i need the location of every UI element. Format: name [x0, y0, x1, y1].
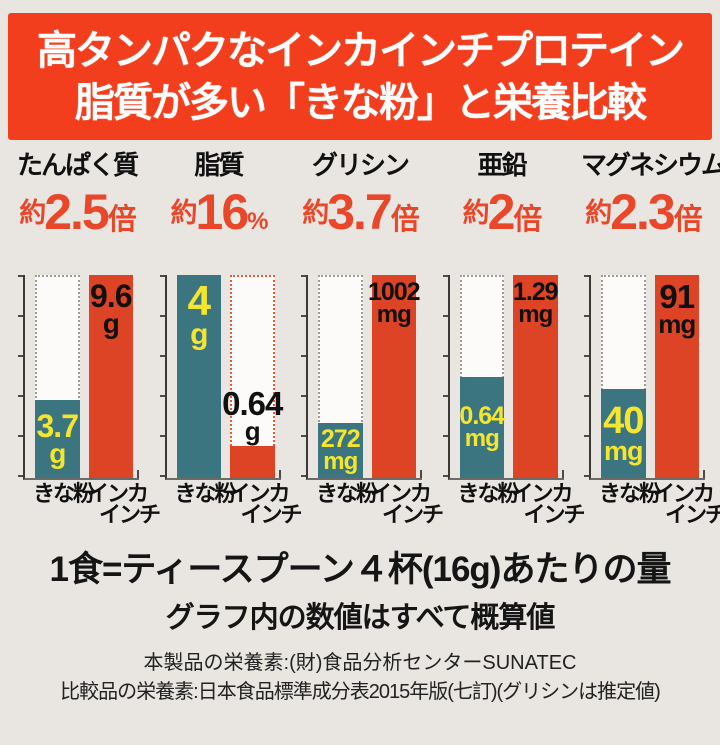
- stat-ratio: 約16%: [170, 184, 269, 241]
- stat-title: グリシン: [311, 150, 410, 180]
- y-axis-ticks: [159, 275, 165, 480]
- chart-zinc: 0.64 mg 1.29 mg きな粉 インカ インチ: [440, 275, 586, 528]
- stat-magnesium: マグネシウム 約2.3倍: [581, 150, 720, 241]
- source-line-comparison: 比較品の栄養素:日本食品標準成分表2015年版(七訂)(グリシンは推定値): [60, 680, 661, 703]
- kinako-label: きな粉: [174, 481, 237, 507]
- x-axis-labels: きな粉 インカ インチ: [457, 480, 586, 528]
- kinako-column: 40 mg: [601, 275, 646, 479]
- stat-ratio: 約3.7倍: [302, 184, 420, 241]
- inka-column: 91 mg: [654, 275, 699, 479]
- kinako-bar: 40 mg: [601, 388, 646, 479]
- inka-label: インカ インチ: [511, 481, 586, 528]
- x-axis-end-tick: [137, 470, 139, 479]
- inka-column: 1.29 mg: [513, 275, 559, 479]
- plot-area: 3.7 g 9.6 g: [18, 275, 139, 481]
- stat-fat: 脂質 約16%: [157, 150, 281, 241]
- inka-bar-value: 0.64 g: [222, 385, 283, 447]
- x-axis-labels: きな粉 インカ インチ: [599, 480, 720, 528]
- header-banner: 高タンパクなインカインチプロテイン 脂質が多い「きな粉」と栄養比較: [8, 13, 712, 140]
- stat-protein: たんぱく質 約2.5倍: [15, 150, 139, 241]
- source-footer: 本製品の栄養素:(財)食品分析センターSUNATEC 比較品の栄養素:日本食品標…: [0, 648, 720, 706]
- plot-area: 40 mg 91 mg: [584, 275, 705, 481]
- inka-bar: 0.64 g: [222, 387, 283, 479]
- chart-fat: 4 g 0.64 g きな粉 インカ インチ: [157, 275, 303, 528]
- ghost-bar-outline: [230, 275, 275, 479]
- stat-ratio: 約2倍: [462, 184, 543, 241]
- header-line-1: 高タンパクなインカインチプロテイン: [37, 28, 685, 73]
- kinako-bar: 3.7 g: [35, 399, 80, 479]
- kinako-column: 3.7 g: [35, 275, 80, 479]
- kinako-column: 4 g: [176, 275, 221, 479]
- stat-title: マグネシウム: [581, 150, 720, 180]
- source-line-product: 本製品の栄養素:(財)食品分析センターSUNATEC: [143, 651, 577, 674]
- x-axis-labels: きな粉 インカ インチ: [33, 480, 161, 528]
- chart-protein: 3.7 g 9.6 g きな粉 インカ インチ: [15, 275, 161, 528]
- inka-bar: 1.29 mg: [513, 275, 559, 479]
- inka-column: 0.64 g: [222, 275, 283, 479]
- inka-label: インカ インチ: [653, 481, 720, 528]
- x-axis-end-tick: [278, 470, 281, 479]
- stat-title: 脂質: [194, 150, 244, 180]
- inka-label: インカ インチ: [370, 481, 444, 528]
- approx-note: グラフ内の数値はすべて概算値: [165, 601, 556, 634]
- y-axis-ticks: [584, 275, 589, 480]
- inka-label: インカ インチ: [228, 481, 303, 528]
- y-axis-ticks: [442, 275, 448, 480]
- y-axis-ticks: [301, 275, 306, 480]
- inka-bar: 91 mg: [654, 275, 699, 479]
- kinako-bar: 4 g: [176, 275, 221, 479]
- serving-note: 1食=ティースプーン４杯(16g)あたりの量: [49, 549, 672, 589]
- stat-glycine: グリシン 約3.7倍: [298, 150, 422, 241]
- y-axis-ticks: [18, 275, 23, 480]
- inka-column: 1002 mg: [368, 275, 421, 479]
- stat-ratio: 約2.3倍: [585, 184, 703, 241]
- chart-magnesium: 40 mg 91 mg きな粉 インカ インチ: [581, 275, 720, 528]
- inka-bar: 9.6 g: [88, 275, 133, 479]
- x-axis-end-tick: [420, 470, 422, 479]
- kinako-label: きな粉: [33, 481, 95, 507]
- x-axis-labels: きな粉 インカ インチ: [174, 480, 303, 528]
- kinako-bar: 272 mg: [318, 423, 363, 479]
- stat-zinc: 亜鉛 約2倍: [440, 150, 564, 241]
- plot-area: 4 g 0.64 g: [159, 275, 283, 481]
- x-axis-labels: きな粉 インカ インチ: [316, 480, 444, 528]
- kinako-column: 0.64 mg: [459, 275, 505, 479]
- ratio-stats-row: たんぱく質 約2.5倍 脂質 約16% グリシン 約3.7倍 亜鉛 約2倍 マグ…: [0, 150, 720, 241]
- kinako-label: きな粉: [457, 481, 520, 507]
- plot-area: 0.64 mg 1.29 mg: [442, 275, 564, 481]
- inka-bar: 1002 mg: [368, 275, 421, 479]
- bar-charts-row: 3.7 g 9.6 g きな粉 インカ インチ: [0, 275, 720, 526]
- plot-area: 272 mg 1002 mg: [301, 275, 422, 481]
- x-axis-end-tick: [561, 470, 564, 479]
- chart-glycine: 272 mg 1002 mg きな粉 インカ インチ: [298, 275, 444, 528]
- x-axis-end-tick: [703, 470, 705, 479]
- header-line-2: 脂質が多い「きな粉」と栄養比較: [75, 80, 647, 125]
- kinako-label: きな粉: [599, 481, 661, 507]
- kinako-column: 272 mg: [318, 275, 363, 479]
- stat-title: 亜鉛: [477, 150, 527, 180]
- stat-title: たんぱく質: [16, 150, 139, 180]
- kinako-label: きな粉: [316, 481, 378, 507]
- inka-label: インカ インチ: [87, 481, 161, 528]
- kinako-bar: 0.64 mg: [459, 377, 505, 479]
- inka-column: 9.6 g: [88, 275, 133, 479]
- stat-ratio: 約2.5倍: [19, 184, 137, 241]
